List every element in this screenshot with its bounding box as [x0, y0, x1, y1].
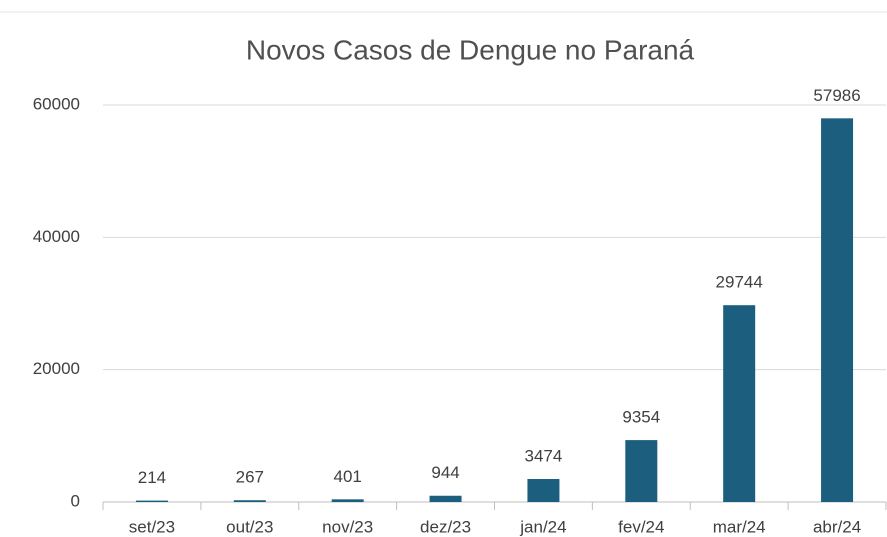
- data-label: 9354: [622, 408, 660, 427]
- bar: [429, 495, 462, 502]
- bar: [233, 500, 266, 502]
- y-tick-label: 60000: [33, 94, 80, 113]
- data-label: 267: [236, 468, 264, 487]
- x-tick-label: nov/23: [322, 517, 373, 536]
- y-tick-label: 20000: [33, 359, 80, 378]
- data-label: 944: [431, 463, 459, 482]
- bar: [821, 118, 854, 503]
- data-label: 29744: [716, 273, 763, 292]
- x-tick-label: abr/24: [813, 517, 861, 536]
- data-label: 57986: [813, 86, 860, 105]
- data-label: 401: [334, 467, 362, 486]
- x-tick-label: jan/24: [519, 517, 566, 536]
- chart-title: Novos Casos de Dengue no Paraná: [246, 34, 695, 65]
- x-tick-label: fev/24: [618, 517, 664, 536]
- bar: [625, 440, 658, 502]
- y-tick-label: 0: [71, 491, 80, 510]
- x-tick-label: mar/24: [713, 517, 766, 536]
- bar: [527, 479, 560, 502]
- x-tick-label: out/23: [226, 517, 273, 536]
- x-tick-label: set/23: [129, 517, 175, 536]
- data-label: 214: [138, 468, 166, 487]
- bar: [331, 499, 364, 502]
- y-tick-label: 40000: [33, 227, 80, 246]
- data-label: 3474: [525, 446, 563, 465]
- bar: [135, 500, 168, 502]
- x-tick-label: dez/23: [420, 517, 471, 536]
- bar: [723, 305, 756, 502]
